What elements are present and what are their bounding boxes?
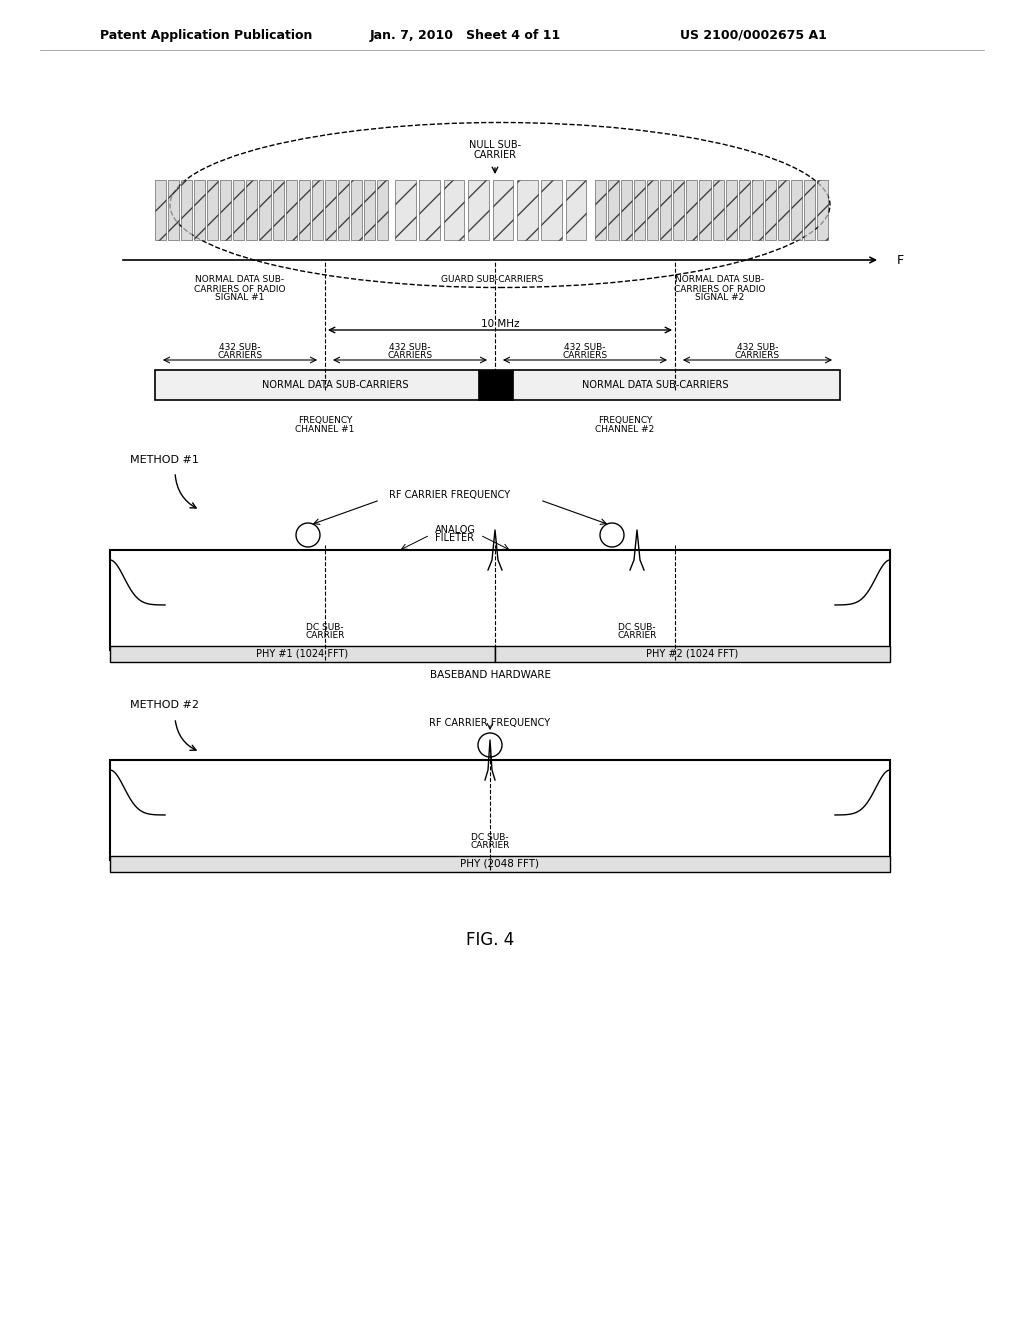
Text: CARRIER: CARRIER xyxy=(470,841,510,850)
Text: 432 SUB-: 432 SUB- xyxy=(736,343,778,352)
Text: CARRIERS OF RADIO: CARRIERS OF RADIO xyxy=(195,285,286,293)
Text: PHY #2 (1024 FFT): PHY #2 (1024 FFT) xyxy=(646,649,738,659)
Bar xyxy=(325,180,336,240)
Bar xyxy=(259,180,270,240)
Bar xyxy=(495,645,890,663)
Text: NORMAL DATA SUB-: NORMAL DATA SUB- xyxy=(196,276,285,285)
Bar xyxy=(110,645,495,663)
Bar xyxy=(647,180,658,240)
Text: CARRIER: CARRIER xyxy=(473,150,516,160)
Bar xyxy=(817,180,828,240)
Bar xyxy=(791,180,802,240)
Bar xyxy=(765,180,776,240)
Text: 432 SUB-: 432 SUB- xyxy=(564,343,606,352)
Bar xyxy=(634,180,645,240)
Bar xyxy=(233,180,245,240)
Bar xyxy=(195,180,205,240)
Bar xyxy=(478,370,513,400)
Bar xyxy=(420,180,440,240)
Bar xyxy=(595,180,606,240)
Bar xyxy=(608,180,620,240)
Text: FIG. 4: FIG. 4 xyxy=(466,931,514,949)
Text: NORMAL DATA SUB-: NORMAL DATA SUB- xyxy=(676,276,765,285)
Text: CHANNEL #1: CHANNEL #1 xyxy=(295,425,354,433)
Text: ANALOG: ANALOG xyxy=(434,525,475,535)
Bar xyxy=(752,180,763,240)
Bar xyxy=(272,180,284,240)
Text: Patent Application Publication: Patent Application Publication xyxy=(100,29,312,41)
Text: CARRIERS: CARRIERS xyxy=(217,351,262,360)
Bar xyxy=(351,180,361,240)
Bar xyxy=(699,180,711,240)
Bar xyxy=(713,180,724,240)
Text: NORMAL DATA SUB-CARRIERS: NORMAL DATA SUB-CARRIERS xyxy=(582,380,728,389)
Bar xyxy=(207,180,218,240)
Text: CHANNEL #2: CHANNEL #2 xyxy=(595,425,654,433)
Text: 10 MHz: 10 MHz xyxy=(480,319,519,329)
Text: DC SUB-: DC SUB- xyxy=(471,833,509,842)
Bar xyxy=(517,180,538,240)
Bar xyxy=(565,180,587,240)
Bar xyxy=(311,180,323,240)
Text: METHOD #2: METHOD #2 xyxy=(130,700,199,710)
Text: FILETER: FILETER xyxy=(435,533,474,543)
Text: METHOD #1: METHOD #1 xyxy=(130,455,199,465)
Text: GUARD SUB-CARRIERS: GUARD SUB-CARRIERS xyxy=(440,276,543,285)
Bar xyxy=(220,180,231,240)
Text: SIGNAL #1: SIGNAL #1 xyxy=(215,293,264,302)
Text: RF CARRIER FREQUENCY: RF CARRIER FREQUENCY xyxy=(429,718,551,729)
Bar xyxy=(364,180,375,240)
Text: PHY (2048 FFT): PHY (2048 FFT) xyxy=(461,859,540,869)
Text: 432 SUB-: 432 SUB- xyxy=(219,343,261,352)
Bar xyxy=(338,180,349,240)
Text: SIGNAL #2: SIGNAL #2 xyxy=(695,293,744,302)
Bar xyxy=(110,550,890,649)
Text: CARRIER: CARRIER xyxy=(305,631,345,639)
Bar xyxy=(778,180,788,240)
Bar xyxy=(110,760,890,861)
Bar xyxy=(155,370,840,400)
Bar xyxy=(168,180,179,240)
Text: US 2100/0002675 A1: US 2100/0002675 A1 xyxy=(680,29,826,41)
Text: CARRIERS: CARRIERS xyxy=(387,351,432,360)
Bar xyxy=(299,180,309,240)
Bar xyxy=(542,180,562,240)
Bar xyxy=(181,180,193,240)
Text: CARRIERS: CARRIERS xyxy=(735,351,780,360)
Bar xyxy=(686,180,697,240)
Text: NORMAL DATA SUB-CARRIERS: NORMAL DATA SUB-CARRIERS xyxy=(262,380,409,389)
Bar xyxy=(674,180,684,240)
Bar xyxy=(377,180,388,240)
Bar xyxy=(622,180,632,240)
Bar xyxy=(443,180,465,240)
Text: FREQUENCY: FREQUENCY xyxy=(298,416,352,425)
Text: CARRIER: CARRIER xyxy=(617,631,656,639)
Text: PHY #1 (1024 FFT): PHY #1 (1024 FFT) xyxy=(256,649,348,659)
Bar xyxy=(395,180,416,240)
Bar xyxy=(286,180,297,240)
Text: RF CARRIER FREQUENCY: RF CARRIER FREQUENCY xyxy=(389,490,511,500)
Bar xyxy=(493,180,513,240)
Text: BASEBAND HARDWARE: BASEBAND HARDWARE xyxy=(429,671,551,680)
Text: F: F xyxy=(896,253,903,267)
Text: 432 SUB-: 432 SUB- xyxy=(389,343,431,352)
Text: Jan. 7, 2010   Sheet 4 of 11: Jan. 7, 2010 Sheet 4 of 11 xyxy=(370,29,561,41)
Bar xyxy=(738,180,750,240)
Text: DC SUB-: DC SUB- xyxy=(618,623,655,631)
Bar xyxy=(155,180,166,240)
Bar xyxy=(247,180,257,240)
Bar xyxy=(468,180,488,240)
Bar xyxy=(110,855,890,873)
Bar xyxy=(804,180,815,240)
Text: DC SUB-: DC SUB- xyxy=(306,623,344,631)
Bar xyxy=(726,180,736,240)
Text: CARRIERS: CARRIERS xyxy=(562,351,607,360)
Text: CARRIERS OF RADIO: CARRIERS OF RADIO xyxy=(674,285,766,293)
Bar xyxy=(660,180,672,240)
Text: FREQUENCY: FREQUENCY xyxy=(598,416,652,425)
Text: NULL SUB-: NULL SUB- xyxy=(469,140,521,150)
